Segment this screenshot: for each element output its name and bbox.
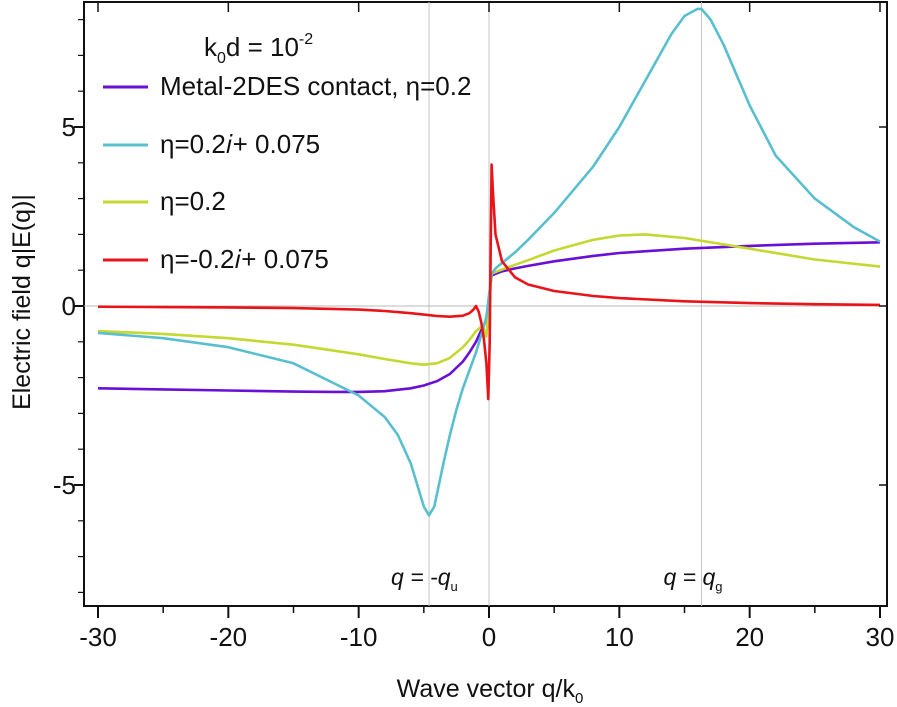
x-axis-label: Wave vector q/k0 bbox=[397, 675, 584, 707]
y-tick-label: -5 bbox=[53, 470, 76, 500]
series-line bbox=[97, 233, 881, 367]
legend-label: Metal-2DES contact, η=0.2 bbox=[160, 71, 471, 101]
x-tick-label: -10 bbox=[340, 622, 378, 652]
series-line bbox=[97, 241, 881, 394]
annotation-k0d: k0d = 10-2 bbox=[204, 31, 313, 67]
legend: Metal-2DES contact, η=0.2 η=0.2𝑖+ 0.075 η=… bbox=[103, 71, 471, 274]
series-layer bbox=[97, 7, 881, 517]
marker-label: q = qg bbox=[663, 564, 722, 594]
x-tick-label: 0 bbox=[482, 622, 496, 652]
y-tick-label: 0 bbox=[62, 291, 76, 321]
series-line bbox=[97, 163, 881, 401]
legend-label: η=0.2 bbox=[160, 186, 226, 216]
y-tick-label: 5 bbox=[62, 112, 76, 142]
legend-label: η=-0.2𝑖+ 0.075 bbox=[160, 244, 329, 274]
marker-labels: q = -qu q = qg bbox=[391, 564, 722, 594]
x-tick-label: 20 bbox=[735, 622, 764, 652]
x-tick-label: 30 bbox=[866, 622, 895, 652]
x-tick-label: -30 bbox=[79, 622, 117, 652]
legend-label: η=0.2𝑖+ 0.075 bbox=[160, 129, 320, 159]
x-tick-label: -20 bbox=[210, 622, 248, 652]
x-tick-label: 10 bbox=[605, 622, 634, 652]
marker-label: q = -qu bbox=[391, 564, 458, 594]
plot-frame bbox=[83, 1, 888, 607]
axis-ticks: -30 -20 -10 0 10 20 30 -5 0 5 bbox=[53, 2, 895, 652]
y-axis-label: Electric field q|E(q)| bbox=[8, 194, 36, 410]
